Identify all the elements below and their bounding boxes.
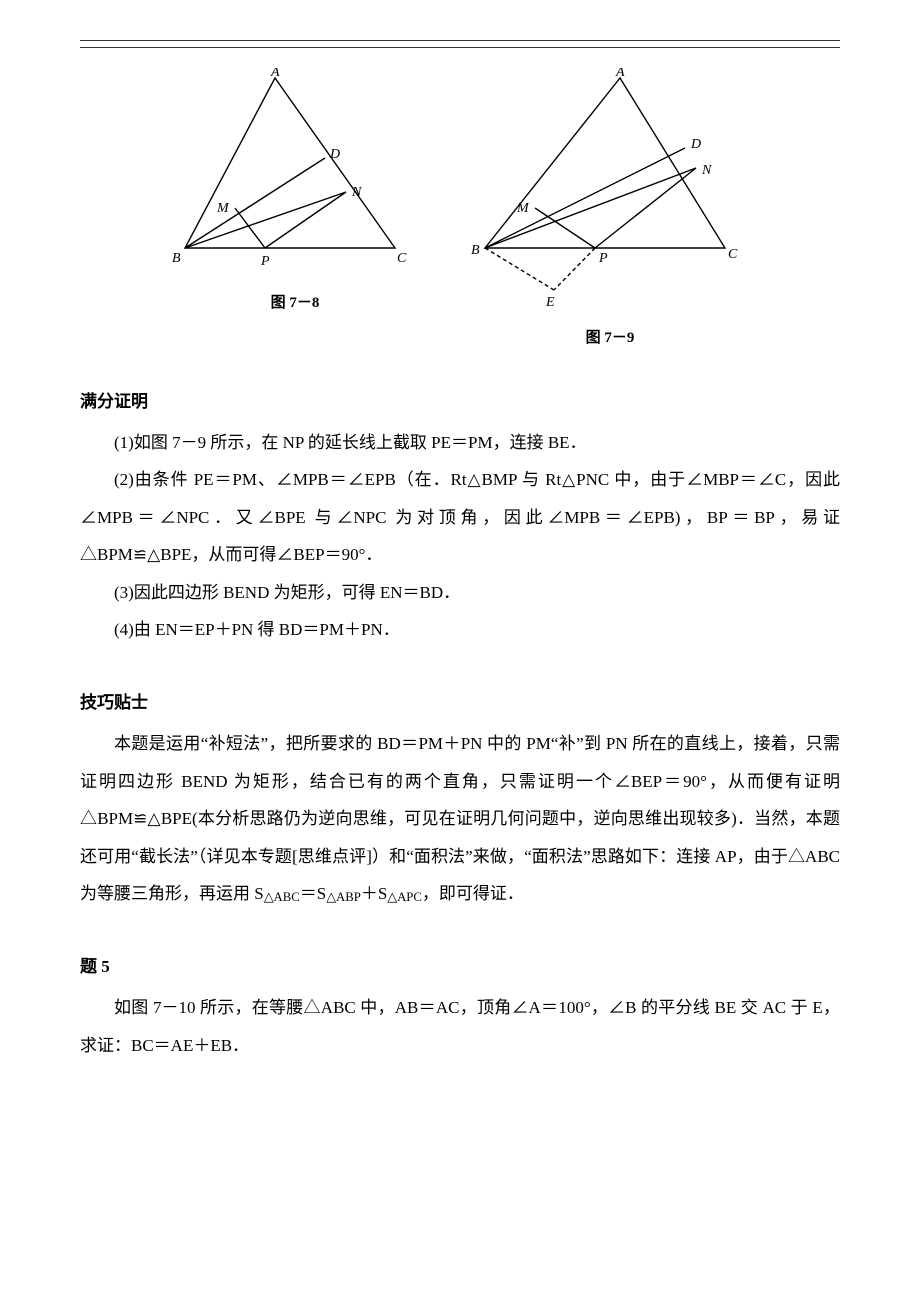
tips-eq: ＝S: [300, 884, 326, 903]
tips-body: 本题是运用“补短法”，把所要求的 BD＝PM＋PN 中的 PM“补”到 PN 所…: [80, 725, 840, 912]
tips-plus: ＋S: [361, 884, 387, 903]
label-C: C: [397, 251, 407, 266]
figure-7-8-svg: A B C D N M P: [165, 68, 425, 278]
label-A: A: [270, 68, 280, 80]
tips-pre: 本题是运用“补短法”，把所要求的 BD＝PM＋PN 中的 PM“补”到 PN 所…: [80, 734, 840, 903]
label-D: D: [690, 137, 701, 152]
proof-step-2: (2)由条件 PE＝PM、∠MPB＝∠EPB（在．Rt△BMP 与 Rt△PNC…: [80, 461, 840, 573]
label-B: B: [172, 251, 181, 266]
figure-7-9: A B C D N M P E 图 7－9: [465, 68, 755, 347]
label-D: D: [329, 147, 340, 162]
label-N: N: [701, 163, 712, 178]
figures-row: A B C D N M P 图 7－8: [80, 68, 840, 347]
label-B: B: [471, 243, 480, 258]
q5-heading: 题 5: [80, 952, 840, 977]
tips-sub-abc: △ABC: [264, 890, 300, 904]
figure-7-9-svg: A B C D N M P E: [465, 68, 755, 313]
proof-step-1: (1)如图 7－9 所示，在 NP 的延长线上截取 PE＝PM，连接 BE．: [80, 424, 840, 461]
top-horizontal-rules: [80, 40, 840, 48]
label-A: A: [615, 68, 625, 80]
label-C: C: [728, 247, 738, 262]
proof-heading: 满分证明: [80, 387, 840, 412]
label-P: P: [260, 254, 270, 269]
figure-7-9-caption: 图 7－9: [465, 326, 755, 347]
tips-sub-abp: △ABP: [326, 890, 361, 904]
figure-7-8-caption: 图 7－8: [165, 291, 425, 312]
q5-body: 如图 7－10 所示，在等腰△ABC 中，AB＝AC，顶角∠A＝100°，∠B …: [80, 989, 840, 1064]
proof-step-4: (4)由 EN＝EP＋PN 得 BD＝PM＋PN．: [80, 611, 840, 648]
label-E: E: [545, 295, 555, 310]
label-M: M: [516, 201, 530, 216]
label-M: M: [216, 201, 230, 216]
tips-after: ，即可得证．: [422, 884, 524, 903]
tips-heading: 技巧贴士: [80, 688, 840, 713]
tips-sub-apc: △APC: [387, 890, 422, 904]
proof-step-3: (3)因此四边形 BEND 为矩形，可得 EN＝BD．: [80, 574, 840, 611]
figure-7-8: A B C D N M P 图 7－8: [165, 68, 425, 347]
label-N: N: [351, 185, 362, 200]
label-P: P: [598, 251, 608, 266]
